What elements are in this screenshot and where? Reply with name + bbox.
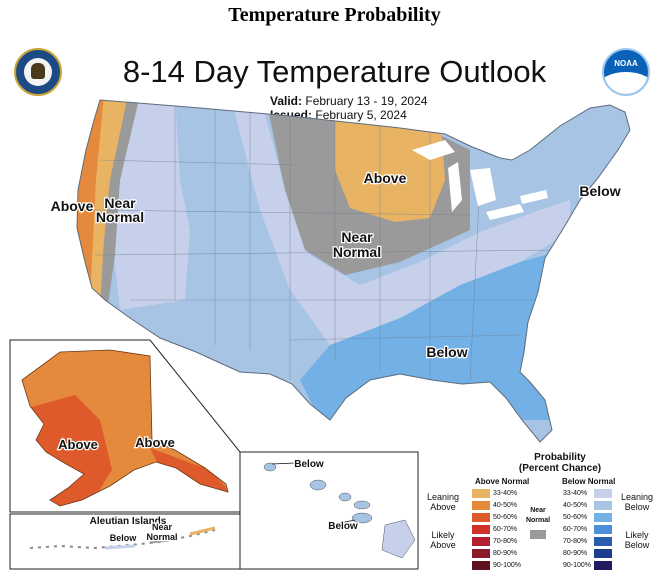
legend-near-swatch: [530, 530, 546, 539]
label-aleutian-near-1: Near: [152, 522, 173, 532]
label-central-near-1: Near: [341, 229, 373, 245]
label-aleutian-title: Aleutian Islands: [90, 516, 167, 527]
legend-near-line-2: Normal: [525, 517, 551, 524]
label-hawaii-below-bottom: Below: [328, 521, 358, 532]
legend-likely-above-line-2: Above: [430, 540, 456, 550]
conus-outline: [76, 99, 631, 443]
legend-above-label: 40-50%: [493, 502, 518, 509]
legend-title: Probability (Percent Chance): [490, 452, 630, 474]
legend-likely-below: Likely Below: [620, 530, 654, 550]
legend-below-swatch: [594, 489, 612, 498]
legend-above-swatch: [472, 501, 490, 510]
legend-likely-below-line-1: Likely: [625, 530, 649, 540]
legend-below-label: 90-100%: [563, 562, 592, 569]
legend-below-label: 33-40%: [563, 490, 588, 497]
legend-leaning-below: Leaning Below: [620, 492, 654, 512]
map-title: 8-14 Day Temperature Outlook: [122, 54, 547, 89]
label-central-near-2: Normal: [333, 244, 381, 260]
legend-leaning-above-line-2: Above: [430, 502, 456, 512]
label-alaska-above-south: Above: [135, 435, 175, 450]
label-west-above: Above: [51, 198, 94, 214]
label-north-above: Above: [364, 170, 407, 186]
valid-dates: Valid: February 13 - 19, 2024: [270, 94, 427, 108]
legend-above-header: Above Normal: [475, 477, 530, 486]
label-northeast-below: Below: [579, 183, 620, 199]
legend-below-swatch: [594, 537, 612, 546]
legend-above-swatch: [472, 525, 490, 534]
legend-below-label: 50-60%: [563, 514, 588, 521]
noaa-logo: NOAA: [602, 48, 650, 96]
legend-near-line-1: Near: [530, 507, 546, 514]
label-hawaii-below-top: Below: [294, 459, 324, 470]
legend-below-label: 60-70%: [563, 526, 588, 533]
legend-below-swatch: [594, 561, 612, 570]
legend-likely-above: Likely Above: [426, 530, 460, 550]
valid-dates-value: February 13 - 19, 2024: [305, 94, 428, 108]
commerce-seal-logo: [14, 48, 62, 96]
legend-below-header: Below Normal: [562, 477, 616, 486]
hawaii-inset: [239, 451, 419, 570]
label-southeast-below: Below: [426, 344, 467, 360]
legend-above-label: 80-90%: [493, 550, 518, 557]
issued-date-value: February 5, 2024: [315, 108, 407, 122]
legend-above-swatch: [472, 489, 490, 498]
legend-below-swatch: [594, 513, 612, 522]
legend-likely-above-line-1: Likely: [431, 530, 455, 540]
legend-likely-below-line-2: Below: [624, 540, 650, 550]
legend-below-label: 80-90%: [563, 550, 588, 557]
legend-above-label: 50-60%: [493, 514, 518, 521]
legend-below-swatch: [594, 549, 612, 558]
legend-leaning-above-line-1: Leaning: [426, 492, 460, 502]
label-aleutian-below: Below: [110, 533, 138, 543]
legend-above-label: 70-80%: [493, 538, 518, 545]
legend-below-label: 70-80%: [563, 538, 588, 545]
legend-leaning-below-line-2: Below: [624, 502, 650, 512]
legend-above-swatch: [472, 537, 490, 546]
legend-above-swatch: [472, 513, 490, 522]
legend-title-line-2: (Percent Chance): [518, 463, 602, 474]
label-aleutian-near-2: Normal: [146, 532, 177, 542]
label-west-near-2: Normal: [96, 209, 144, 225]
legend-near-normal: Near Normal: [523, 506, 553, 526]
page-header-title: Temperature Probability: [228, 4, 441, 26]
label-west-near-1: Near: [104, 195, 136, 211]
alaska-inset: [9, 339, 241, 513]
label-alaska-above-west: Above: [58, 437, 98, 452]
legend-title-line-1: Probability: [534, 452, 586, 463]
legend-leaning-above: Leaning Above: [426, 492, 460, 512]
legend-below-swatch: [594, 525, 612, 534]
legend-leaning-below-line-1: Leaning: [620, 492, 654, 502]
valid-label: Valid:: [270, 94, 303, 108]
legend-above-swatch: [472, 561, 490, 570]
legend-below-label: 40-50%: [563, 502, 588, 509]
legend-above-label: 60-70%: [493, 526, 518, 533]
legend-above-swatch: [472, 549, 490, 558]
legend-below-swatch: [594, 501, 612, 510]
legend-above-label: 90-100%: [493, 562, 522, 569]
legend-above-label: 33-40%: [493, 490, 518, 497]
aleutian-inset: [9, 513, 241, 570]
